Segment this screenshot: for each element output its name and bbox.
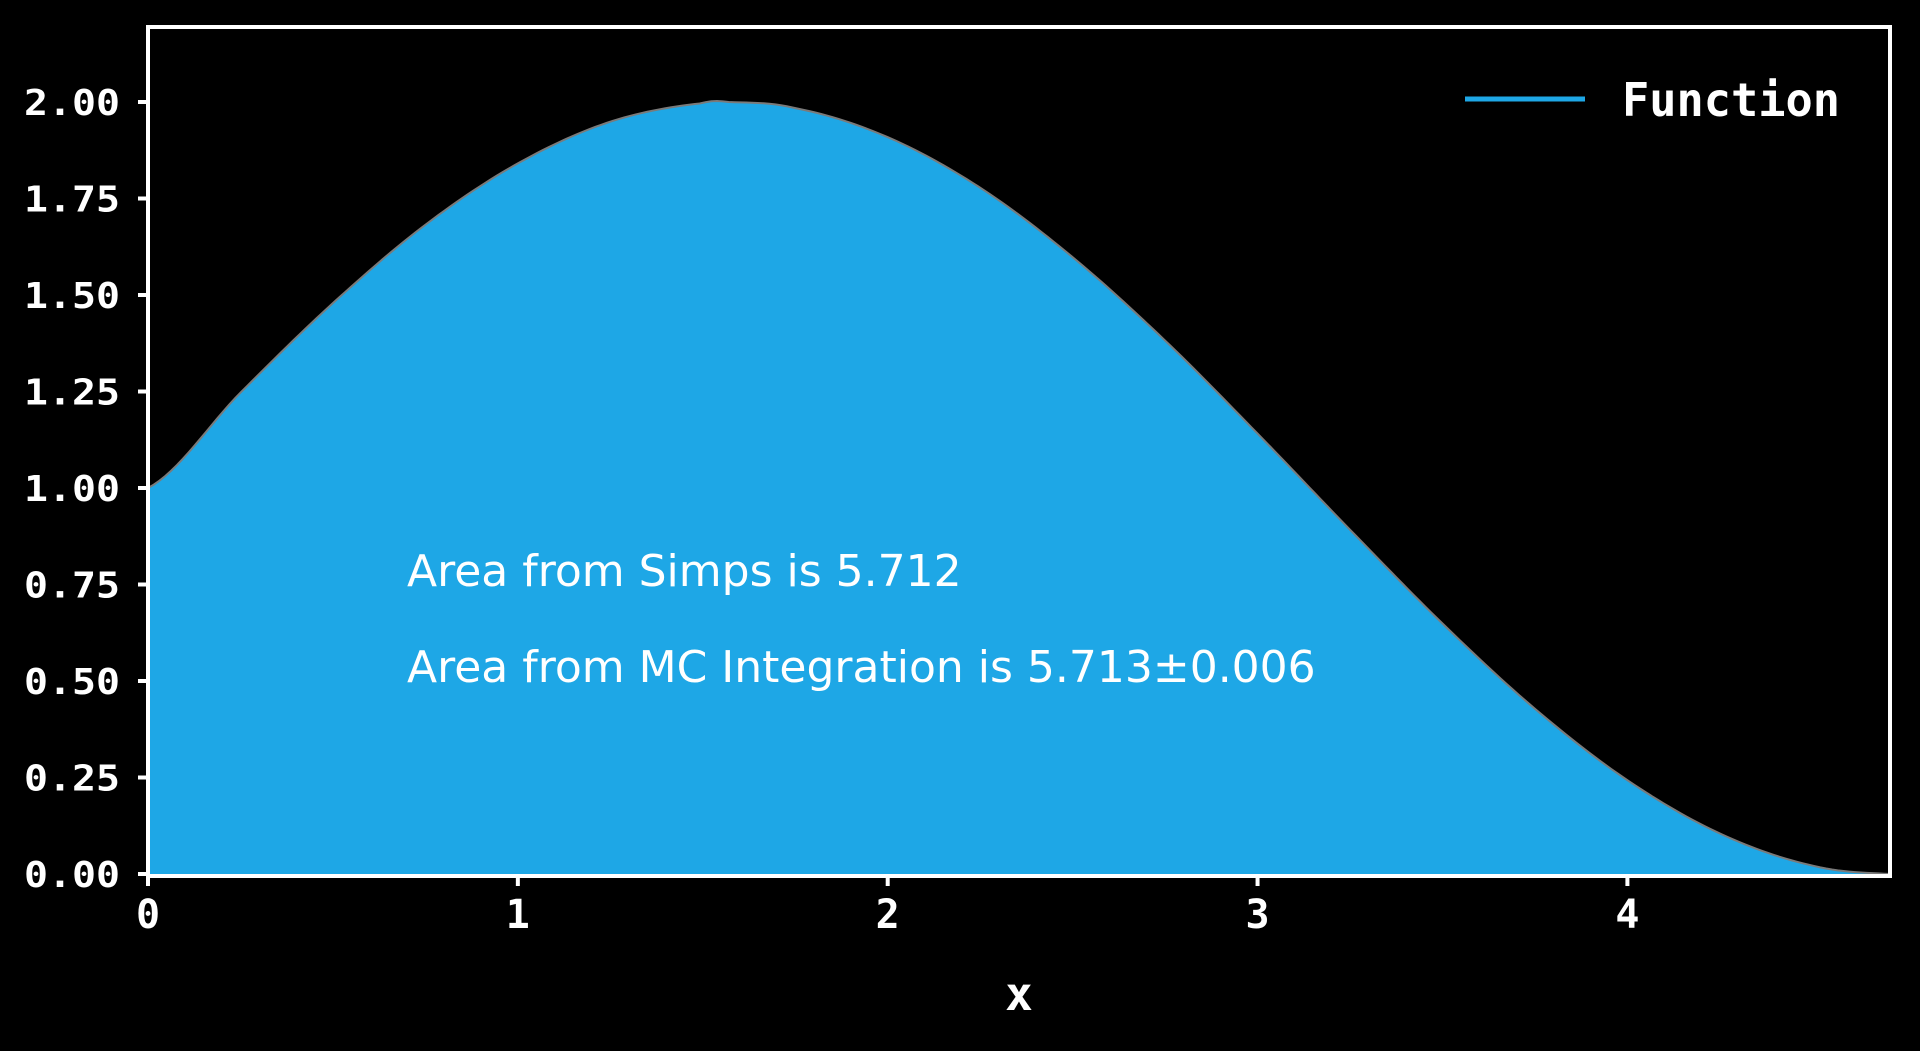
function-curve xyxy=(147,100,1891,875)
y-tick-label: 0.25 xyxy=(24,759,120,800)
annotation-mc-area: Area from MC Integration is 5.713±0.006 xyxy=(407,642,1316,693)
y-tick-label: 2.00 xyxy=(24,83,120,124)
x-tick-label: 0 xyxy=(136,892,160,938)
y-tick-label: 1.75 xyxy=(24,180,120,221)
x-tick-label: 4 xyxy=(1615,892,1639,938)
x-tick-label: 2 xyxy=(876,892,900,938)
x-axis: 0 1 2 3 4 xyxy=(136,876,1639,938)
x-tick-label: 3 xyxy=(1246,892,1270,938)
y-tick-label: 1.00 xyxy=(24,469,120,510)
x-tick-label: 1 xyxy=(506,892,530,938)
annotation-simps-area: Area from Simps is 5.712 xyxy=(407,546,962,597)
plot-frame xyxy=(146,25,1892,878)
y-tick-label: 1.25 xyxy=(24,373,120,414)
y-axis: 0.00 0.25 0.50 0.75 1.00 1.25 1.50 1.75 2.00 xyxy=(24,83,148,896)
x-axis-title: x xyxy=(1005,967,1033,1021)
y-tick-label: 1.50 xyxy=(24,276,120,317)
area-fill xyxy=(148,101,1890,874)
y-tick-label: 0.75 xyxy=(24,566,120,607)
legend: Function xyxy=(1465,73,1840,127)
y-tick-label: 0.50 xyxy=(24,662,120,703)
y-tick-label: 0.00 xyxy=(24,855,120,896)
legend-label-function: Function xyxy=(1622,73,1840,127)
